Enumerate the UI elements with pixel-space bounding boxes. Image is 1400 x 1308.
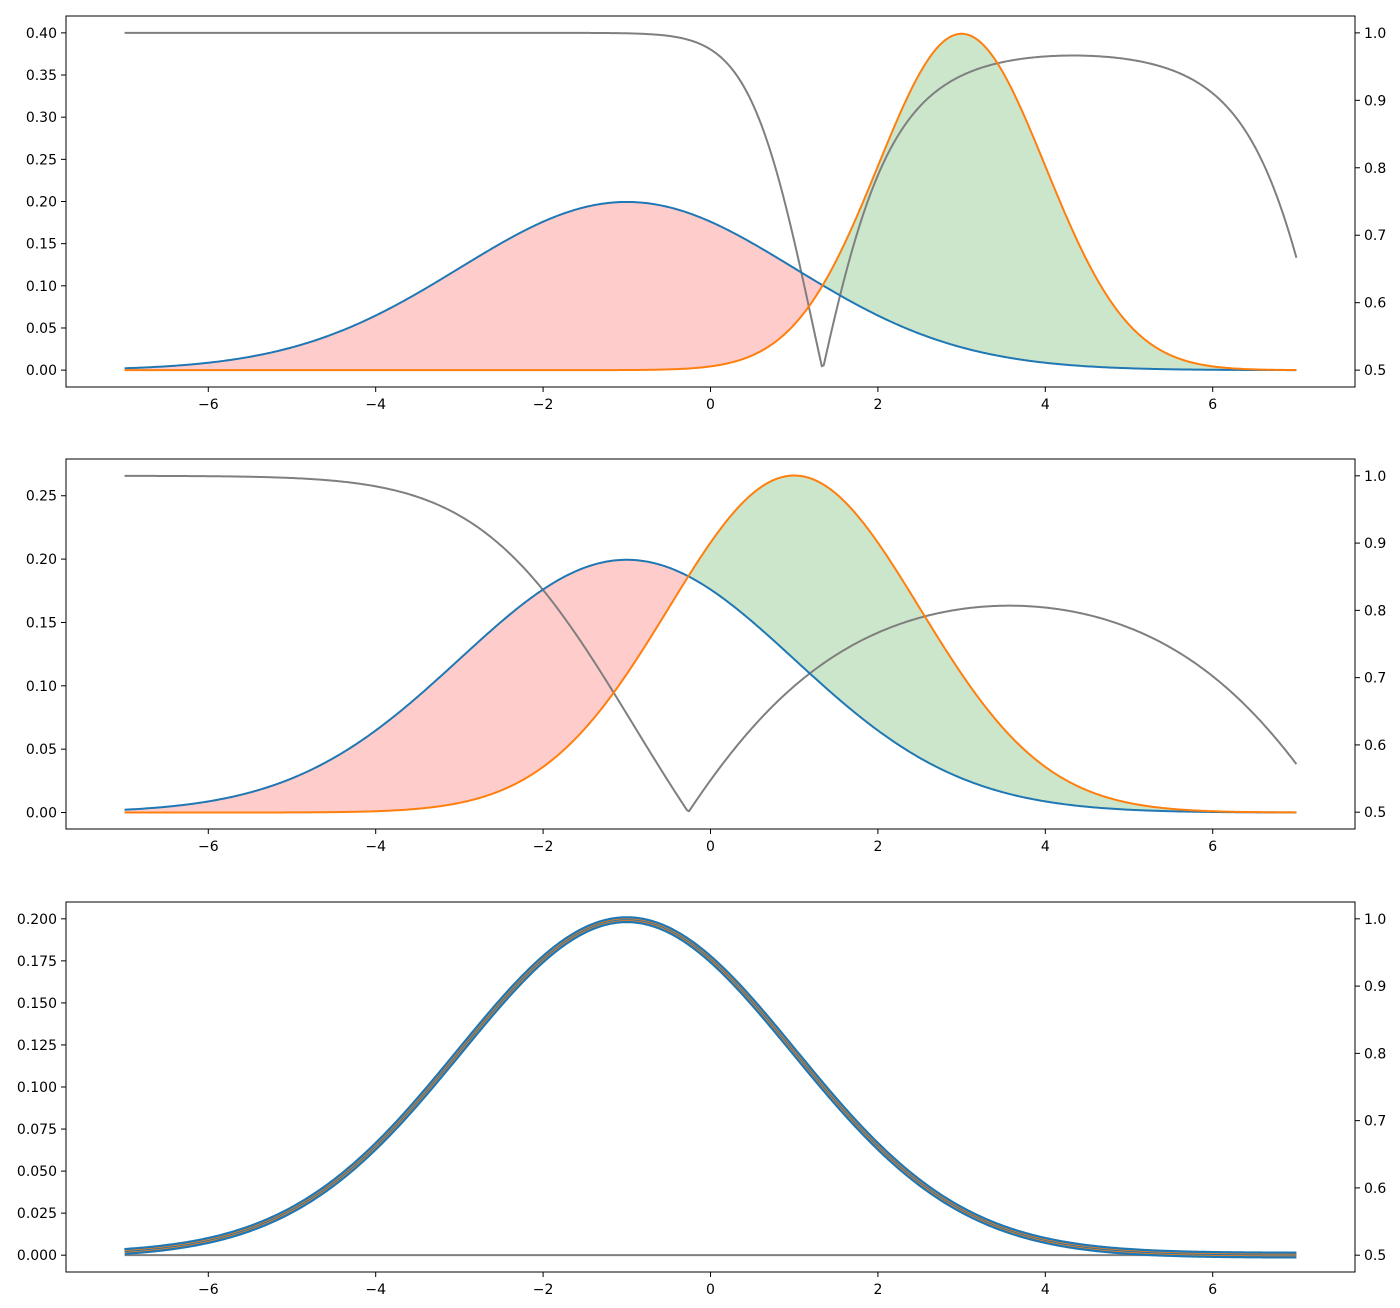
x-tick-label: 4	[1041, 839, 1050, 855]
x-tick-label: 2	[873, 839, 882, 855]
y2-tick-label: 0.9	[1364, 536, 1386, 552]
y-tick-label: 0.20	[26, 552, 57, 568]
chart-panel-2: −6 −4 −2 0 2 4 6 0.00 0.05 0.10 0.15 0.20 0.25 0.5 0.6…	[26, 458, 1386, 855]
x-tick-label: 6	[1208, 1282, 1217, 1298]
y-tick-label: 0.00	[26, 806, 57, 822]
y-tick-label: 0.05	[26, 742, 57, 758]
y2-tick-label: 1.0	[1364, 912, 1386, 928]
chart-panel-3: −6 −4 −2 0 2 4 6 0.000 0.025 0.050 0.075 0.100 0.125…	[17, 901, 1386, 1298]
y2-tick-label: 0.6	[1364, 296, 1386, 312]
y-tick-label: 0.000	[17, 1248, 57, 1264]
x-tick-label: −4	[365, 397, 386, 413]
y-tick-label: 0.10	[26, 679, 57, 695]
series-line-blue-density	[124, 200, 1297, 372]
y-tick-label: 0.200	[17, 912, 57, 928]
y-tick-label: 0.25	[26, 152, 57, 168]
x-tick-label: −6	[198, 839, 219, 855]
y-tick-label: 0.075	[17, 1122, 57, 1138]
chart-panel-1: −6 −4 −2 0 2 4 6 0.00 0.05 0.10 0.15 0.20 0.25 0.30 0.…	[26, 15, 1386, 413]
x-tick-label: 6	[1208, 839, 1217, 855]
y-tick-label: 0.25	[26, 489, 57, 505]
axes-frame	[65, 458, 1356, 830]
fill-region-orange-higher	[689, 475, 1297, 813]
x-tick-label: 6	[1208, 397, 1217, 413]
y-tick-label: 0.05	[26, 321, 57, 337]
y2-tick-label: 0.9	[1364, 93, 1386, 109]
y2-tick-label: 0.8	[1364, 161, 1386, 177]
x-tick-label: −6	[198, 397, 219, 413]
y2-tick-label: 0.6	[1364, 738, 1386, 754]
y2-tick-label: 0.7	[1364, 671, 1386, 687]
series-line-gray-posterior	[124, 474, 1298, 813]
fill-region-blue-higher	[124, 201, 824, 371]
y2-tick-label: 0.8	[1364, 603, 1386, 619]
x-tick-label: 4	[1041, 1282, 1050, 1298]
series-line-orange-density	[124, 32, 1297, 372]
y2-tick-label: 0.8	[1364, 1046, 1386, 1062]
y2-tick-label: 1.0	[1364, 26, 1386, 42]
x-tick-label: −2	[533, 839, 554, 855]
y-tick-label: 0.15	[26, 237, 57, 253]
y-tick-label: 0.025	[17, 1206, 57, 1222]
x-tick-label: 4	[1041, 397, 1050, 413]
y-tick-label: 0.30	[26, 110, 57, 126]
y2-tick-label: 0.7	[1364, 228, 1386, 244]
y2-tick-label: 0.5	[1364, 1248, 1386, 1264]
y-tick-label: 0.050	[17, 1164, 57, 1180]
x-tick-label: −4	[365, 839, 386, 855]
series-line-blue-density	[124, 919, 1297, 1256]
y-tick-label: 0.100	[17, 1080, 57, 1096]
x-tick-label: −2	[533, 1282, 554, 1298]
x-tick-label: 0	[706, 1282, 715, 1298]
y2-tick-label: 0.5	[1364, 363, 1386, 379]
y-tick-label: 0.40	[26, 26, 57, 42]
y2-tick-label: 0.5	[1364, 805, 1386, 821]
x-tick-label: −4	[365, 1282, 386, 1298]
x-tick-label: 0	[706, 397, 715, 413]
x-tick-label: −6	[198, 1282, 219, 1298]
x-tick-label: 0	[706, 839, 715, 855]
y-tick-label: 0.00	[26, 363, 57, 379]
x-tick-label: 2	[873, 1282, 882, 1298]
y2-tick-label: 0.6	[1364, 1181, 1386, 1197]
series-line-orange-density	[124, 474, 1297, 814]
y-tick-label: 0.20	[26, 195, 57, 211]
y2-tick-label: 1.0	[1364, 469, 1386, 485]
y-tick-label: 0.175	[17, 954, 57, 970]
y2-tick-label: 0.9	[1364, 979, 1386, 995]
y2-tick-label: 0.7	[1364, 1114, 1386, 1130]
fill-region-blue-higher	[124, 559, 690, 813]
x-tick-label: −2	[533, 397, 554, 413]
series-line-blue-density	[124, 558, 1297, 814]
y-tick-label: 0.15	[26, 615, 57, 631]
y-tick-label: 0.35	[26, 68, 57, 84]
y-tick-label: 0.125	[17, 1038, 57, 1054]
x-tick-label: 2	[873, 397, 882, 413]
series-line-gray-posterior	[124, 31, 1298, 368]
y-tick-label: 0.10	[26, 279, 57, 295]
y-tick-label: 0.150	[17, 996, 57, 1012]
